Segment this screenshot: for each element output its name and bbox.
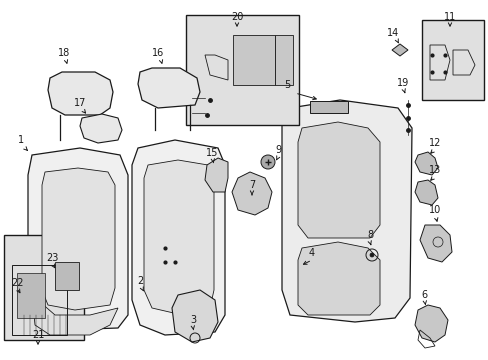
Text: 22: 22 [11,278,23,288]
Polygon shape [297,242,379,315]
Text: 13: 13 [428,165,440,175]
Polygon shape [419,225,451,262]
Text: 17: 17 [74,98,86,108]
Text: 21: 21 [32,330,44,340]
Text: 11: 11 [443,12,455,22]
Text: 16: 16 [152,48,164,58]
Text: 14: 14 [386,28,398,38]
Bar [12,265,67,335]
Polygon shape [28,148,128,330]
Bar [4,235,84,340]
Polygon shape [48,72,113,115]
Text: 10: 10 [428,205,440,215]
Bar [421,20,483,100]
Polygon shape [138,68,200,108]
Text: 4: 4 [308,248,314,258]
Polygon shape [42,168,115,310]
Polygon shape [80,114,122,143]
Text: 18: 18 [58,48,70,58]
Text: 1: 1 [18,135,24,145]
Polygon shape [143,160,214,314]
Text: 19: 19 [396,78,408,88]
Text: 5: 5 [284,80,289,90]
Text: 3: 3 [189,315,196,325]
Polygon shape [297,122,379,238]
Polygon shape [32,295,118,335]
Polygon shape [132,140,224,335]
Bar [17,273,45,318]
Circle shape [369,253,373,257]
Polygon shape [414,180,437,205]
Polygon shape [414,152,437,175]
Bar [55,262,79,290]
Text: 7: 7 [248,180,255,190]
Polygon shape [231,172,271,215]
Text: 2: 2 [137,276,143,286]
Bar [309,101,347,113]
Bar [232,35,274,85]
Polygon shape [414,305,447,342]
Text: 20: 20 [230,12,243,22]
Text: 15: 15 [205,148,218,158]
Circle shape [261,155,274,169]
Polygon shape [282,100,411,322]
Text: 8: 8 [366,230,372,240]
Text: 6: 6 [420,290,426,300]
Text: 23: 23 [46,253,58,263]
Polygon shape [204,158,227,192]
Polygon shape [391,44,407,56]
Bar [185,15,298,125]
Polygon shape [172,290,218,342]
Text: 12: 12 [428,138,440,148]
Bar [274,35,292,85]
Text: 9: 9 [274,145,281,155]
